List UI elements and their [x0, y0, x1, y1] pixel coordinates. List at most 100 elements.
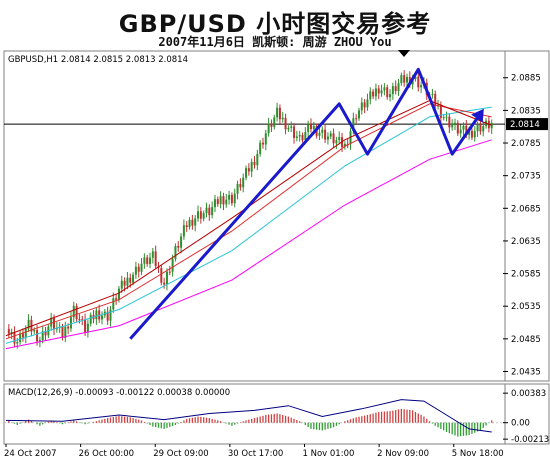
candle-body: [338, 137, 341, 141]
price-tick-label: 2.0685: [511, 204, 541, 214]
candle-body: [287, 127, 290, 130]
candle-body: [482, 126, 485, 132]
candle-body: [72, 305, 75, 318]
candle-body: [228, 194, 231, 200]
candle-body: [355, 118, 358, 120]
candle-body: [256, 153, 259, 166]
candle-body: [372, 91, 375, 97]
candle-body: [95, 310, 98, 320]
macd-axis-area: [504, 383, 550, 445]
candle-body: [69, 317, 72, 329]
candle-body: [439, 105, 442, 118]
candle-body: [247, 168, 250, 172]
candle-body: [442, 117, 445, 119]
candle-body: [343, 143, 346, 148]
candle-body: [278, 107, 281, 120]
candle-body: [117, 288, 120, 300]
candle-body: [143, 257, 146, 264]
current-price-box: [506, 118, 548, 131]
candle-body: [75, 305, 78, 320]
page-subtitle: 2007年11月6日 凯斯顿: 周游 ZHOU You: [158, 35, 392, 49]
candle-body: [245, 168, 248, 178]
candle-body: [137, 266, 140, 272]
candle-body: [465, 125, 468, 135]
candle-body: [19, 333, 22, 343]
candle-body: [273, 117, 276, 127]
candle-body: [225, 199, 228, 205]
macd-signal-line: [5, 399, 492, 433]
candlestick-series: [7, 70, 493, 349]
candle-body: [479, 124, 482, 132]
candle-body: [86, 323, 89, 333]
candle-body: [366, 99, 369, 108]
candle-body: [140, 263, 143, 272]
candle-body: [490, 122, 493, 129]
candle-body: [270, 123, 273, 127]
candle-body: [16, 342, 19, 344]
candle-body: [191, 219, 194, 226]
price-panel-label: GBPUSD,H1 2.0814 2.0815 2.0813 2.0814: [8, 55, 188, 65]
candle-body: [61, 326, 64, 338]
candle-body: [380, 90, 383, 94]
candle-body: [462, 125, 465, 130]
candle-body: [431, 93, 434, 95]
time-tick-label: 2 Nov 09:00: [377, 449, 429, 459]
chart-shift-marker-icon: [398, 50, 410, 57]
candle-body: [67, 326, 70, 329]
candle-body: [33, 329, 36, 332]
candle-body: [357, 110, 360, 119]
candle-body: [197, 211, 200, 219]
candle-body: [98, 310, 101, 320]
time-tick-label: 30 Oct 17:00: [228, 449, 283, 459]
candle-body: [7, 329, 10, 334]
candle-body: [146, 257, 149, 265]
candle-body: [216, 199, 219, 205]
candle-body: [194, 218, 197, 226]
page-title: GBP/USD 小时图交易参考: [118, 10, 432, 38]
candle-body: [213, 199, 216, 208]
price-axis-area: [504, 50, 550, 382]
candle-body: [400, 75, 403, 84]
candle-body: [81, 319, 84, 321]
price-tick-label: 2.0485: [511, 335, 541, 345]
candle-body: [239, 184, 242, 188]
candle-body: [78, 319, 81, 321]
time-tick-label: 29 Oct 09:00: [153, 449, 208, 459]
trend-annotation-line: [129, 67, 482, 340]
candle-body: [36, 329, 39, 342]
candle-body: [324, 129, 327, 140]
candle-body: [106, 311, 109, 321]
candle-body: [21, 333, 24, 338]
candle-body: [318, 132, 321, 136]
moving-average-line: [5, 103, 492, 340]
candle-body: [154, 251, 157, 267]
time-tick-label: 5 Nov 18:00: [452, 449, 504, 459]
price-tick-label: 2.0835: [511, 106, 541, 116]
candle-body: [219, 196, 222, 205]
candle-body: [468, 130, 471, 135]
macd-panel-label: MACD(12,26,9) -0.00093 -0.00122 0.00038 …: [8, 388, 230, 398]
candle-body: [290, 126, 293, 128]
moving-average-lines: [5, 100, 492, 350]
candle-body: [301, 135, 304, 141]
price-tick-label: 2.0585: [511, 270, 541, 280]
candle-body: [298, 135, 301, 137]
moving-average-line: [5, 139, 492, 350]
candle-body: [259, 142, 262, 154]
candle-body: [420, 85, 423, 88]
macd-tick-label: 0.00383: [511, 389, 546, 399]
candle-body: [115, 298, 118, 300]
candle-body: [386, 87, 389, 98]
candle-body: [329, 133, 332, 137]
candle-body: [129, 277, 132, 283]
candle-body: [397, 83, 400, 92]
candle-body: [199, 211, 202, 219]
price-tick-label: 2.0785: [511, 139, 541, 149]
moving-average-line: [5, 100, 492, 337]
candle-body: [295, 136, 298, 138]
candle-body: [10, 332, 13, 334]
candle-body: [53, 317, 56, 330]
candle-body: [394, 86, 397, 92]
candle-body: [377, 88, 380, 94]
